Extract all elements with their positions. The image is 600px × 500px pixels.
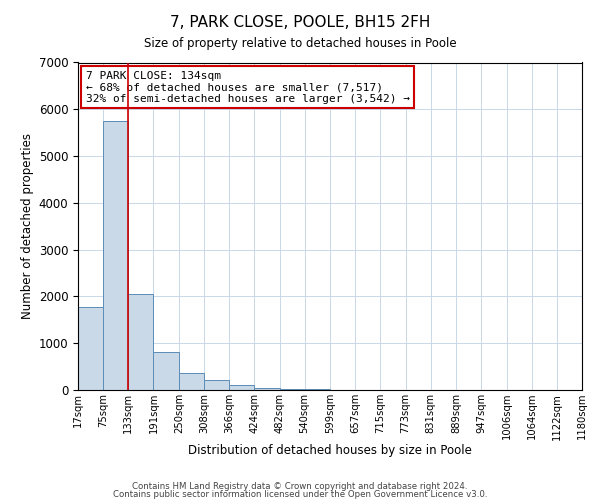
Bar (128, 294, 154, 390)
Bar (103, 121, 128, 390)
Text: 7 PARK CLOSE: 134sqm
← 68% of detached houses are smaller (7,517)
32% of semi-de: 7 PARK CLOSE: 134sqm ← 68% of detached h… (86, 70, 410, 104)
Bar (179, 372, 204, 390)
Bar (204, 380, 229, 390)
Y-axis label: Number of detached properties: Number of detached properties (22, 133, 34, 320)
Bar (154, 352, 179, 390)
Text: Contains public sector information licensed under the Open Government Licence v3: Contains public sector information licen… (113, 490, 487, 499)
Text: 7, PARK CLOSE, POOLE, BH15 2FH: 7, PARK CLOSE, POOLE, BH15 2FH (170, 15, 430, 30)
X-axis label: Distribution of detached houses by size in Poole: Distribution of detached houses by size … (188, 444, 472, 456)
Text: Contains HM Land Registry data © Crown copyright and database right 2024.: Contains HM Land Registry data © Crown c… (132, 482, 468, 491)
Bar (229, 386, 254, 390)
Bar (280, 388, 305, 390)
Text: Size of property relative to detached houses in Poole: Size of property relative to detached ho… (143, 38, 457, 51)
Bar (78, 306, 103, 390)
Bar (254, 388, 280, 390)
